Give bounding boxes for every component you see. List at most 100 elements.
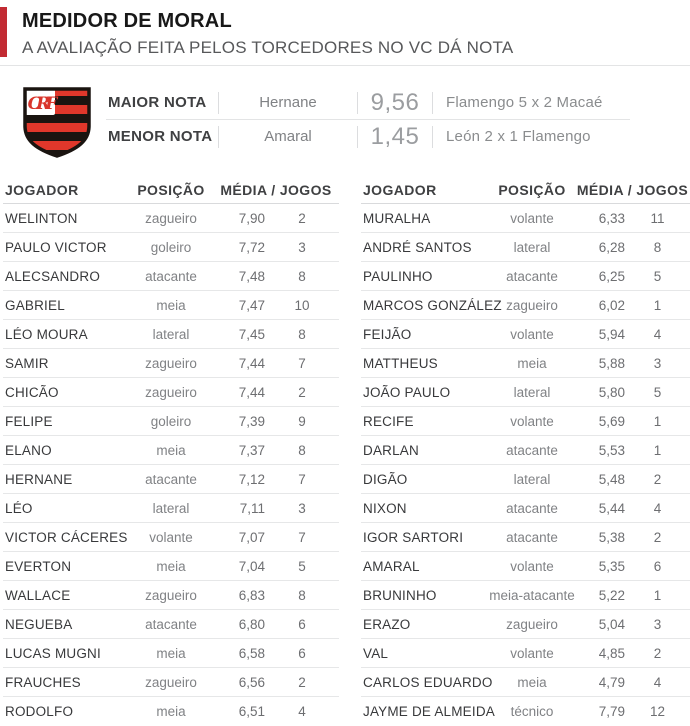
player-position: volante	[510, 326, 554, 342]
player-name: CHICÃO	[5, 384, 59, 400]
player-average: 5,04	[598, 616, 625, 632]
player-name: WELINTON	[5, 210, 78, 226]
player-position: goleiro	[150, 239, 192, 255]
summary-table: MAIOR NOTA Hernane 9,56 Flamengo 5 x 2 M…	[106, 86, 630, 153]
player-position: atacante	[145, 471, 197, 487]
player-name: SAMIR	[5, 355, 49, 371]
player-average: 7,47	[238, 297, 265, 313]
player-average: 7,44	[238, 384, 265, 400]
player-average: 5,69	[598, 413, 625, 429]
player-position: zagueiro	[506, 616, 558, 632]
player-name: NIXON	[363, 500, 407, 516]
player-games: 5	[653, 384, 662, 400]
player-position: volante	[510, 210, 554, 226]
column-header-average-games: MÉDIA / JOGOS	[576, 181, 689, 198]
player-position: volante	[510, 413, 554, 429]
table-row: MATTHEUS meia 5,88 3	[361, 349, 690, 379]
table-row: IGOR SARTORI atacante 5,38 2	[361, 523, 690, 553]
player-name: AMARAL	[363, 558, 420, 574]
highest-rating-score: 9,56	[370, 88, 420, 116]
player-average: 6,58	[238, 645, 265, 661]
table-header: JOGADOR POSIÇÃO MÉDIA / JOGOS	[3, 176, 339, 205]
player-name: CARLOS EDUARDO	[363, 674, 493, 690]
player-average: 5,35	[598, 558, 625, 574]
player-name: BRUNINHO	[363, 587, 437, 603]
table-row: RECIFE volante 5,69 1	[361, 407, 690, 437]
player-name: VAL	[363, 645, 389, 661]
player-average: 5,80	[598, 384, 625, 400]
player-games: 4	[653, 674, 662, 690]
player-games: 5	[298, 558, 306, 574]
player-position: meia	[517, 674, 547, 690]
column-divider	[357, 125, 358, 148]
player-average: 6,33	[598, 210, 625, 226]
player-name: FRAUCHES	[5, 674, 81, 690]
player-name: MURALHA	[363, 210, 431, 226]
player-average: 7,11	[239, 500, 265, 516]
player-position: goleiro	[150, 413, 192, 429]
column-divider	[218, 91, 219, 114]
player-average: 6,83	[238, 587, 265, 603]
masthead-divider	[0, 65, 690, 67]
player-position: meia	[156, 558, 186, 574]
table-row: CHICÃO zagueiro 7,44 2	[3, 378, 339, 408]
player-name: PAULO VICTOR	[5, 239, 107, 255]
player-average: 5,48	[598, 471, 625, 487]
lowest-rating-label: MENOR NOTA	[108, 128, 213, 146]
player-name: MARCOS GONZÁLEZ	[363, 297, 502, 313]
table-row: LUCAS MUGNI meia 6,58 6	[3, 639, 339, 669]
player-name: DIGÃO	[363, 471, 408, 487]
player-position: atacante	[145, 268, 197, 284]
ratings-table-right: JOGADOR POSIÇÃO MÉDIA / JOGOS MURALHA vo…	[361, 176, 690, 726]
player-position: volante	[510, 558, 554, 574]
player-name: LÉO MOURA	[5, 326, 88, 342]
table-row: EVERTON meia 7,04 5	[3, 552, 339, 582]
player-games: 1	[653, 442, 662, 458]
table-row: HERNANE atacante 7,12 7	[3, 465, 339, 495]
player-games: 3	[653, 616, 662, 632]
player-average: 7,37	[238, 442, 265, 458]
table-row: CARLOS EDUARDO meia 4,79 4	[361, 668, 690, 698]
player-position: lateral	[152, 500, 190, 516]
player-average: 7,48	[238, 268, 265, 284]
table-row: ERAZO zagueiro 5,04 3	[361, 610, 690, 640]
table-row: BRUNINHO meia-atacante 5,22 1	[361, 581, 690, 611]
player-name: JOÃO PAULO	[363, 384, 451, 400]
table-row: JAYME DE ALMEIDA técnico 7,79 12	[361, 697, 690, 726]
summary-divider	[106, 119, 630, 121]
player-average: 5,88	[598, 355, 625, 371]
player-games: 8	[298, 587, 306, 603]
player-average: 7,12	[238, 471, 265, 487]
player-games: 7	[298, 471, 306, 487]
player-average: 6,56	[238, 674, 265, 690]
player-games: 4	[653, 326, 662, 342]
player-games: 4	[653, 500, 662, 516]
table-row: ELANO meia 7,37 8	[3, 436, 339, 466]
player-position: atacante	[506, 442, 558, 458]
table-row: WELINTON zagueiro 7,90 2	[3, 204, 339, 234]
player-name: RECIFE	[363, 413, 414, 429]
lowest-rating-player: Amaral	[264, 128, 312, 146]
highest-rating-match: Flamengo 5 x 2 Macaé	[446, 94, 603, 112]
ratings-table-left: JOGADOR POSIÇÃO MÉDIA / JOGOS WELINTON z…	[3, 176, 339, 726]
player-position: volante	[510, 645, 554, 661]
lowest-rating-row: MENOR NOTA Amaral 1,45 León 2 x 1 Flamen…	[106, 120, 630, 153]
player-games: 7	[298, 355, 306, 371]
table-row: MARCOS GONZÁLEZ zagueiro 6,02 1	[361, 291, 690, 321]
player-position: meia	[156, 704, 186, 720]
player-average: 5,22	[598, 587, 625, 603]
player-name: VICTOR CÁCERES	[5, 529, 128, 545]
table-row: VAL volante 4,85 2	[361, 639, 690, 669]
player-games: 2	[653, 471, 662, 487]
player-average: 5,53	[598, 442, 625, 458]
ratings-tables: JOGADOR POSIÇÃO MÉDIA / JOGOS WELINTON z…	[0, 176, 690, 726]
highest-rating-label: MAIOR NOTA	[108, 94, 207, 112]
table-row: ANDRÉ SANTOS lateral 6,28 8	[361, 233, 690, 263]
player-games: 6	[298, 616, 306, 632]
page-subtitle: A AVALIAÇÃO FEITA PELOS TORCEDORES NO VC…	[22, 38, 514, 57]
player-position: zagueiro	[145, 384, 197, 400]
player-name: EVERTON	[5, 558, 72, 574]
player-name: ALECSANDRO	[5, 268, 101, 284]
player-games: 8	[298, 268, 306, 284]
player-position: atacante	[506, 500, 558, 516]
